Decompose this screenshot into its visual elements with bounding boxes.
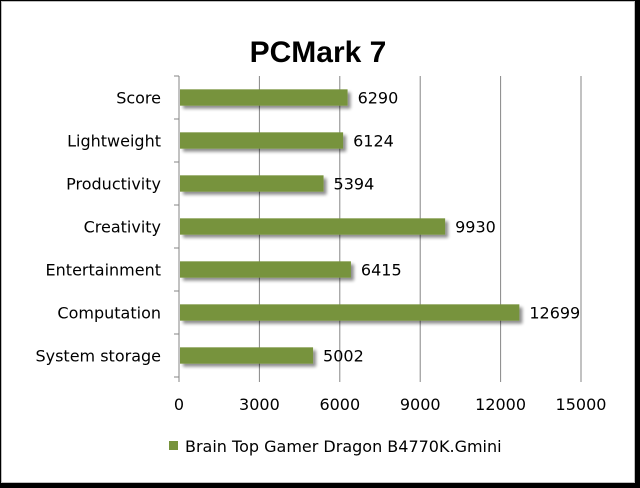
x-tick-label: 15000	[556, 395, 607, 414]
legend: Brain Top Gamer Dragon B4770K.Gmini	[169, 437, 502, 456]
data-label: 9930	[455, 218, 496, 237]
category-label: System storage	[35, 347, 161, 366]
category-label: Creativity	[84, 218, 161, 237]
chart-title: PCMark 7	[250, 36, 387, 69]
data-label: 5002	[323, 347, 364, 366]
category-label: Lightweight	[67, 132, 161, 151]
x-tick-label: 12000	[475, 395, 526, 414]
axes	[174, 75, 582, 382]
bar	[180, 304, 520, 321]
data-label: 6124	[353, 132, 394, 151]
value-labels: 6290 6124 5394 9930 6415 12699 5002	[323, 89, 580, 366]
x-tick-label: 9000	[400, 395, 441, 414]
bar	[180, 218, 446, 235]
data-label: 6290	[358, 89, 399, 108]
legend-swatch	[169, 441, 178, 450]
data-label: 5394	[334, 175, 375, 194]
x-tick-label: 6000	[319, 395, 360, 414]
bars	[180, 89, 520, 364]
bar	[180, 132, 344, 149]
data-label: 12699	[529, 304, 580, 323]
category-label: Entertainment	[46, 261, 161, 280]
category-label: Computation	[57, 304, 161, 323]
bar	[180, 261, 351, 278]
chart-frame: PCMark 7 Score Lightweight Productivity Cre…	[1, 1, 635, 483]
bar-chart: PCMark 7 Score Lightweight Productivity Cre…	[35, 36, 607, 456]
data-label: 6415	[361, 261, 402, 280]
legend-label: Brain Top Gamer Dragon B4770K.Gmini	[185, 437, 502, 456]
bar	[180, 347, 314, 364]
category-label: Productivity	[66, 175, 161, 194]
category-labels: Score Lightweight Productivity Creativity En…	[35, 89, 161, 366]
x-tick-label: 0	[174, 395, 184, 414]
x-tick-label: 3000	[239, 395, 280, 414]
bar	[180, 175, 324, 192]
category-label: Score	[116, 89, 161, 108]
x-tick-labels: 0 3000 6000 9000 12000 15000	[174, 395, 607, 414]
bar	[180, 89, 348, 106]
